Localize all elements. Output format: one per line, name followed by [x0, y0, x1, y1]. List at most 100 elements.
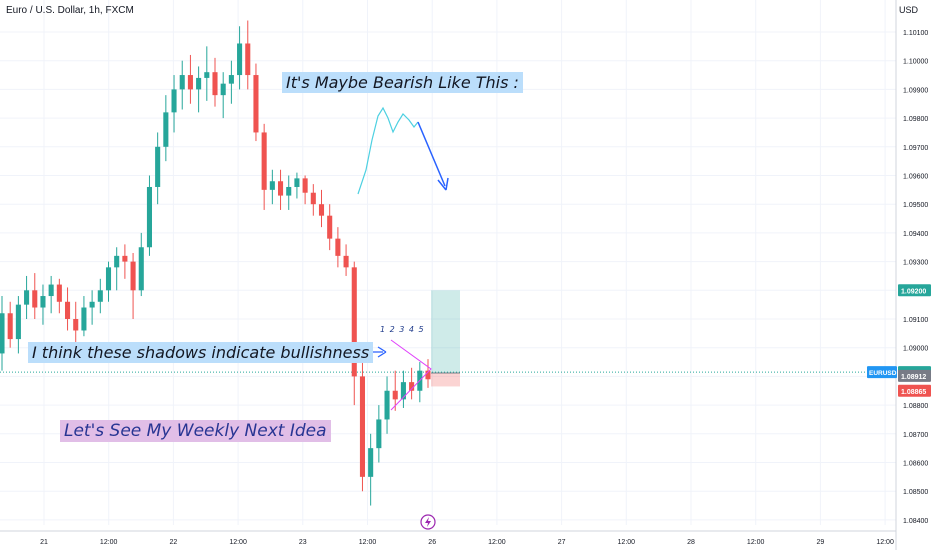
- stop-tag-bg: [898, 384, 931, 397]
- candle-body: [122, 255, 128, 262]
- loss-zone[interactable]: [431, 372, 460, 387]
- y-tick-label: 1.09100: [903, 317, 928, 324]
- candle-body: [343, 255, 349, 268]
- candle-body: [32, 290, 38, 308]
- candle-body: [97, 290, 103, 302]
- y-tick-label: 1.08600: [903, 461, 928, 468]
- candle-body: [277, 181, 284, 196]
- candle-body: [196, 77, 202, 90]
- bearish-arrow-head: [437, 177, 449, 191]
- candle-body: [138, 247, 144, 291]
- y-tick-label: 1.08400: [903, 518, 928, 525]
- candle-body: [204, 72, 210, 78]
- candle-body: [7, 313, 13, 340]
- position-box: [0, 290, 896, 387]
- x-tick-label: 12:00: [876, 539, 894, 546]
- projected-path: [357, 106, 419, 195]
- x-tick-label: 21: [40, 539, 48, 546]
- candle-body: [105, 267, 112, 291]
- candle-body: [146, 186, 153, 248]
- x-tick-label: 28: [687, 539, 695, 546]
- x-tick-label: 12:00: [100, 539, 118, 546]
- candle-body: [368, 448, 374, 477]
- candle-body: [286, 186, 292, 196]
- candle-body: [155, 146, 161, 187]
- wave-numbers: 1 2 3 4 5: [380, 325, 425, 334]
- candle-body: [228, 75, 234, 84]
- candles: [0, 20, 431, 506]
- entry-tag-bg: [898, 369, 931, 382]
- y-tick-label: 1.09900: [903, 87, 928, 94]
- candle-body: [261, 132, 267, 190]
- weekly-annotation[interactable]: Let's See My Weekly Next Idea: [60, 420, 331, 442]
- candle-body: [56, 284, 62, 302]
- candle-body: [114, 255, 120, 268]
- triangle-pattern: [390, 339, 432, 411]
- candle-body: [0, 313, 5, 354]
- entry-tag: 1.08912: [901, 374, 926, 381]
- y-tick-label: 1.08800: [903, 403, 928, 410]
- candle-body: [15, 304, 21, 340]
- y-tick-label: 1.09600: [903, 174, 928, 181]
- shadows-arrow-head: [377, 346, 387, 358]
- candle-body: [294, 178, 300, 187]
- stop-tag: 1.08865: [901, 389, 926, 396]
- candle-body: [327, 215, 333, 239]
- x-tick-label: 23: [299, 539, 307, 546]
- y-tick-label: 1.08500: [903, 489, 928, 496]
- currency-label: USD: [898, 5, 918, 15]
- candle-body: [335, 238, 341, 256]
- candle-body: [81, 307, 87, 331]
- symbol-tag-bg: [867, 366, 897, 379]
- bearish-annotation[interactable]: It's Maybe Bearish Like This :: [282, 72, 523, 93]
- shadows-annotation[interactable]: I think these shadows indicate bullishne…: [28, 342, 374, 363]
- event-marker: [420, 514, 436, 530]
- x-tick-label: 29: [817, 539, 825, 546]
- candle-body: [310, 192, 316, 205]
- chart-title: Euro / U.S. Dollar, 1h, FXCM: [6, 5, 134, 16]
- candle-body: [376, 419, 382, 449]
- y-tick-label: 1.09000: [903, 346, 928, 353]
- take-profit-tag-bg: [898, 284, 931, 297]
- x-tick-label: 12:00: [488, 539, 506, 546]
- candle-body: [400, 382, 406, 400]
- candle-body: [171, 89, 177, 113]
- x-tick-label: 26: [428, 539, 436, 546]
- x-tick-label: 12:00: [229, 539, 247, 546]
- candle-body: [179, 75, 185, 90]
- candle-body: [163, 112, 169, 147]
- x-tick-label: 12:00: [618, 539, 636, 546]
- x-tick-label: 22: [170, 539, 178, 546]
- candle-body: [64, 301, 71, 319]
- y-tick-label: 1.09500: [903, 202, 928, 209]
- bearish-arrow-line: [417, 121, 446, 187]
- candle-body: [269, 181, 275, 190]
- candle-body: [318, 204, 325, 216]
- y-tick-label: 1.08700: [903, 432, 928, 439]
- candle-body: [220, 83, 226, 96]
- y-tick-label: 1.09300: [903, 260, 928, 267]
- y-tick-label: 1.09700: [903, 145, 928, 152]
- candle-body: [40, 296, 46, 308]
- x-tick-label: 27: [558, 539, 566, 546]
- symbol-tag: EURUSD: [869, 370, 897, 377]
- candle-body: [425, 370, 431, 380]
- y-tick-label: 1.09800: [903, 116, 928, 123]
- y-tick-label: 1.10100: [903, 30, 928, 37]
- x-tick-label: 12:00: [359, 539, 377, 546]
- lightning-glyph: [425, 517, 431, 527]
- candle-body: [302, 178, 308, 193]
- candle-body: [253, 75, 259, 133]
- profit-zone[interactable]: [431, 290, 460, 373]
- candle-body: [130, 261, 136, 291]
- candle-body: [24, 290, 30, 305]
- candle-body: [237, 43, 243, 76]
- candle-body: [351, 267, 357, 377]
- y-tick-label: 1.10000: [903, 59, 928, 66]
- candle-body: [89, 301, 95, 308]
- candle-body: [384, 390, 390, 420]
- y-tick-label: 1.09400: [903, 231, 928, 238]
- candle-body: [392, 390, 398, 400]
